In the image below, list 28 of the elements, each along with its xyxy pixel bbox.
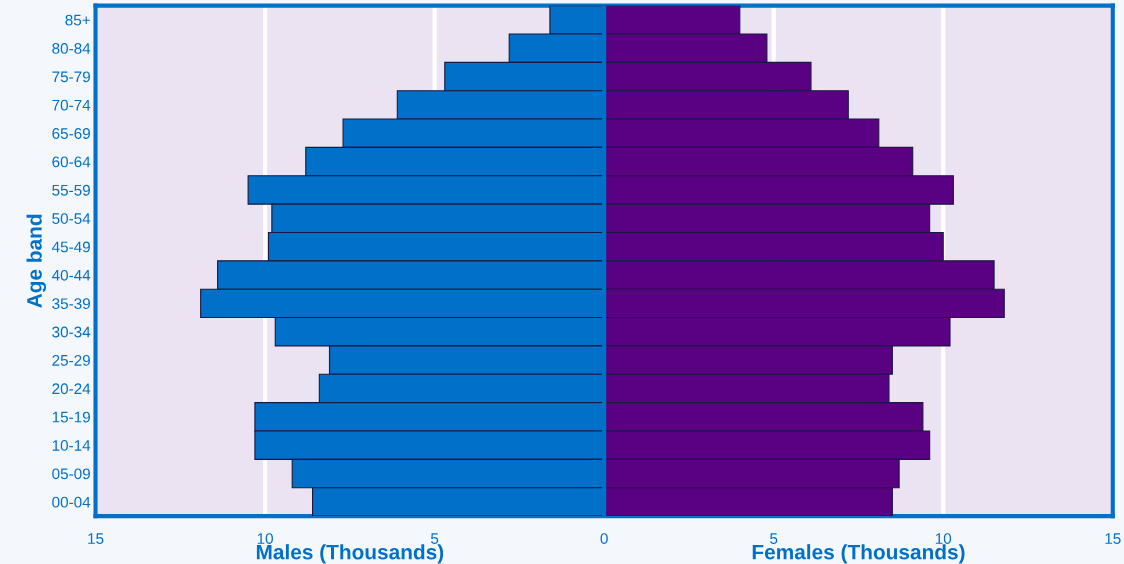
y-tick-label: 40-44 — [51, 269, 91, 281]
x-tick-label: 5 — [770, 533, 778, 544]
x-tick-label: 10 — [935, 533, 952, 544]
y-tick-label: 15-19 — [52, 411, 90, 423]
y-tick-label: 50-54 — [52, 213, 91, 224]
text: Females (Thousands) — [752, 544, 965, 564]
y-tick-label: 65-69 — [52, 128, 90, 139]
y-tick-label: 10-14 — [52, 440, 91, 451]
y-tick-label: 55-59 — [52, 184, 90, 196]
y-tick-label: 45-49 — [51, 241, 90, 253]
text: Males (Thousands) — [256, 544, 444, 564]
x-tick-label: 0 — [600, 533, 608, 544]
y-tick-label: 60-64 — [52, 156, 91, 168]
y-tick-label: 05-09 — [52, 468, 90, 480]
y-tick-label: 70-74 — [52, 99, 91, 111]
x-tick-label: 10 — [257, 533, 273, 544]
x-tick-label: 15 — [1105, 533, 1121, 544]
y-axis-title: Age band — [26, 214, 47, 308]
y-tick-label: 30-34 — [52, 326, 91, 338]
y-tick-label: 35-39 — [52, 298, 90, 310]
y-tick-label: 00-04 — [52, 496, 91, 508]
y-tick-label: 20-24 — [52, 383, 91, 395]
y-tick-label: 85+ — [65, 14, 90, 26]
y-tick-label: 75-79 — [52, 71, 90, 83]
y-tick-label: 80-84 — [52, 43, 91, 54]
x-tick-label: 5 — [430, 533, 439, 544]
x-tick-label: 15 — [88, 533, 104, 544]
y-tick-label: 25-29 — [52, 354, 90, 366]
